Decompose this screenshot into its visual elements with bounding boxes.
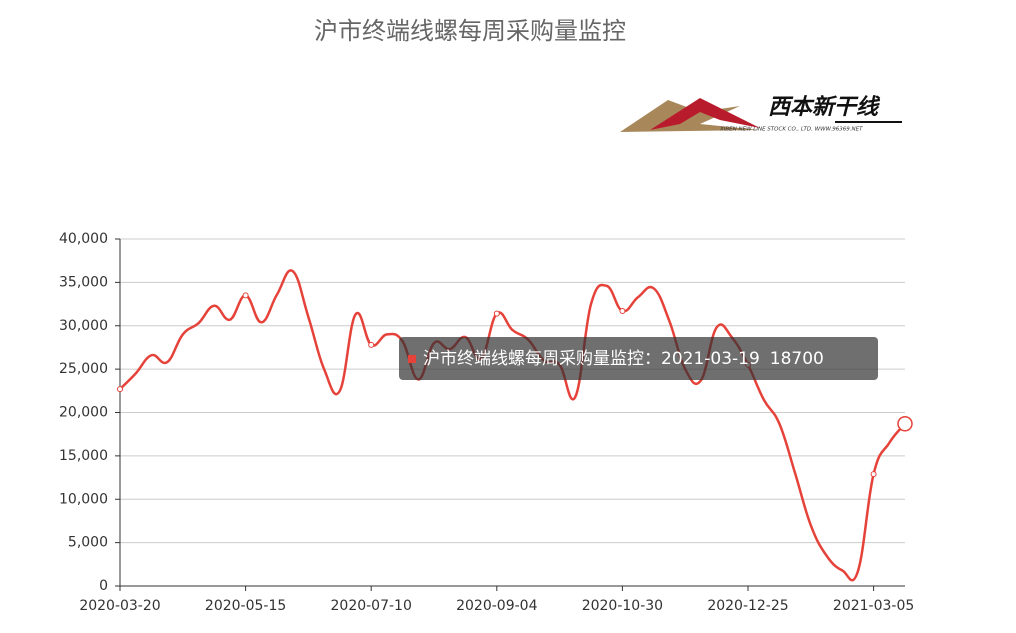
y-tick-label: 20,000 [59, 405, 108, 421]
y-tick-label: 35,000 [59, 274, 108, 290]
logo-mark [650, 98, 760, 130]
y-tick-label: 40,000 [59, 231, 108, 247]
point [619, 308, 626, 315]
logo-name: 西本新干线 [768, 94, 881, 120]
tooltip-date: 2021-03-19 [661, 349, 760, 369]
point [368, 341, 375, 348]
tooltip-text: 沪市终端线螺每周采购量监控：2021-03-19 18700 [423, 349, 824, 369]
tooltip-separator: ： [644, 349, 661, 369]
tooltip-value: 18700 [770, 349, 824, 369]
y-tick-label: 5,000 [68, 535, 108, 551]
x-tick-label: 2020-05-15 [205, 598, 286, 614]
x-tick-label: 2020-03-20 [79, 598, 160, 614]
tooltip: 沪市终端线螺每周采购量监控：2021-03-19 18700 [399, 337, 878, 380]
line [119, 269, 906, 582]
logo: 西本新干线 XIBEN NEW LINE STOCK CO., LTD. WWW… [620, 94, 902, 133]
y-tick-label: 10,000 [59, 491, 108, 507]
x-tick-label: 2021-03-05 [833, 598, 914, 614]
tooltip-swatch [408, 355, 416, 363]
y-tick-label: 30,000 [59, 318, 108, 334]
x-tick-label: 2020-12-25 [707, 598, 788, 614]
point [870, 471, 877, 478]
x-tick-label: 2020-07-10 [331, 598, 412, 614]
chart-title: 沪市终端线螺每周采购量监控 [314, 17, 626, 45]
x-tick-label: 2020-09-04 [456, 598, 537, 614]
y-tick-label: 25,000 [59, 361, 108, 377]
tooltip-box [399, 337, 878, 380]
point [493, 310, 500, 317]
tooltip-series: 沪市终端线螺每周采购量监控 [423, 349, 644, 369]
y-tick-label: 0 [99, 578, 108, 594]
x-tick-label: 2020-10-30 [582, 598, 663, 614]
y-tick-label: 15,000 [59, 448, 108, 464]
logo-subtitle: XIBEN NEW LINE STOCK CO., LTD. WWW.96369… [719, 127, 863, 133]
point [117, 386, 123, 393]
point [242, 292, 249, 299]
point [897, 416, 913, 432]
